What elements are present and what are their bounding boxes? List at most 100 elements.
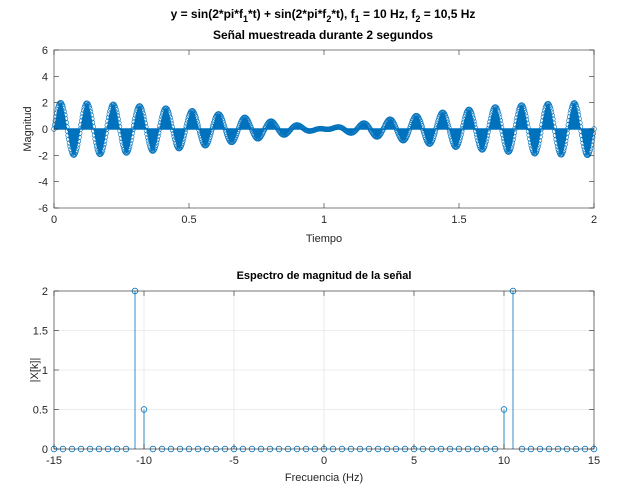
signal-sample-marker	[469, 111, 475, 117]
signal-sample-marker	[62, 112, 68, 118]
signal-xtick-label: 0	[51, 214, 57, 226]
signal-sample-marker	[506, 148, 513, 154]
signal-xlabel: Tiempo	[306, 233, 342, 245]
signal-sample-marker	[140, 110, 146, 117]
signal-subtitle: Señal muestreada durante 2 segundos	[213, 28, 433, 42]
signal-sample-marker	[118, 131, 124, 138]
signal-sample-marker	[511, 129, 518, 136]
signal-sample-marker	[577, 120, 583, 126]
signal-ytick-label: 6	[42, 45, 48, 57]
signal-sample-marker	[576, 116, 582, 122]
spectrum-ytick-label: 1	[42, 365, 48, 377]
signal-sample-marker	[484, 132, 491, 139]
signal-title: y = sin(2*pi*f1*t) + sin(2*pi*f2*t), f1 …	[171, 7, 476, 24]
signal-sample-marker	[539, 122, 545, 128]
signal-sample-marker	[168, 121, 175, 127]
signal-sample-marker	[444, 117, 450, 123]
signal-sample-marker	[79, 114, 86, 120]
signal-sample-marker	[101, 138, 108, 144]
signal-sample-marker	[120, 144, 127, 151]
signal-sample-marker	[534, 146, 540, 153]
signal-sample-marker	[145, 134, 151, 141]
signal-sample-marker	[475, 137, 481, 143]
signal-sample-marker	[565, 122, 572, 128]
signal-sample-marker	[472, 125, 478, 131]
signal-sample-marker	[421, 132, 428, 138]
signal-sample-marker	[158, 116, 165, 123]
signal-sample-marker	[113, 107, 119, 113]
signal-sample-marker	[498, 124, 505, 131]
signal-sample-marker	[257, 135, 263, 141]
signal-sample-marker	[474, 134, 480, 141]
signal-sample-marker	[58, 100, 65, 106]
signal-sample-marker	[445, 122, 451, 128]
signal-sample-marker	[458, 131, 464, 138]
signal-sample-marker	[487, 119, 493, 125]
signal-sample-marker	[132, 115, 138, 122]
signal-sample-marker	[155, 130, 162, 136]
signal-sample-marker	[194, 119, 200, 125]
signal-sample-marker	[537, 134, 543, 140]
signal-sample-marker	[137, 103, 143, 109]
signal-sample-marker	[546, 101, 552, 107]
signal-sample-marker	[118, 135, 125, 142]
signal-title-part: *t) + sin(2*pi*f	[248, 7, 327, 21]
signal-sample-marker	[554, 140, 560, 146]
signal-sample-marker	[488, 112, 495, 119]
signal-sample-marker	[52, 117, 59, 124]
signal-sample-marker	[128, 137, 134, 143]
signal-sample-marker	[184, 117, 191, 124]
signal-sample-marker	[488, 115, 494, 122]
signal-sample-marker	[75, 138, 82, 144]
signal-sample-marker	[428, 140, 435, 146]
signal-sample-marker	[414, 113, 420, 119]
spectrum-xtick-label: -5	[229, 455, 239, 467]
spectrum-ylabel: |X[k]|	[29, 358, 41, 383]
signal-sample-marker	[87, 106, 93, 112]
signal-sample-marker	[550, 120, 557, 126]
signal-sample-marker	[573, 103, 580, 110]
signal-sample-marker	[61, 108, 67, 115]
spectrum-stem	[140, 406, 148, 449]
signal-sample-marker	[590, 130, 597, 136]
signal-sample-marker	[529, 145, 535, 151]
spectrum-ytick-label: 0.5	[33, 405, 48, 417]
signal-sample-marker	[114, 112, 121, 119]
signal-title-part: 2	[415, 14, 420, 24]
signal-sample-marker	[182, 129, 188, 136]
signal-sample-marker	[489, 110, 495, 116]
signal-sample-marker	[539, 118, 546, 124]
signal-sample-marker	[142, 120, 148, 126]
signal-title-part: 1	[355, 14, 360, 24]
signal-sample-marker	[105, 118, 111, 124]
signal-sample-marker	[486, 122, 493, 128]
spectrum-stem-marker	[140, 406, 148, 413]
signal-sample-marker	[524, 120, 530, 127]
signal-sample-marker	[537, 130, 544, 136]
signal-sample-marker	[187, 109, 194, 116]
signal-sample-marker	[211, 119, 217, 125]
signal-sample-marker	[572, 100, 578, 107]
signal-sample-marker	[575, 112, 582, 118]
signal-sample-marker	[560, 147, 567, 153]
signal-sample-marker	[574, 106, 580, 112]
signal-sample-marker	[567, 110, 574, 116]
signal-sample-marker	[188, 108, 194, 115]
signal-sample-marker	[102, 134, 109, 140]
signal-sample-marker	[588, 142, 594, 148]
signal-sample-marker	[483, 135, 490, 142]
signal-sample-marker	[464, 108, 470, 114]
signal-sample-marker	[402, 136, 409, 142]
signal-sample-marker	[521, 107, 528, 114]
signal-sample-marker	[66, 140, 73, 146]
signal-sample-marker	[498, 121, 504, 127]
signal-sample-marker	[78, 122, 84, 128]
signal-sample-marker	[587, 147, 593, 154]
signal-sample-marker	[390, 119, 397, 126]
spectrum-stem-marker	[500, 406, 508, 413]
signal-sample-marker	[74, 142, 81, 148]
signal-sample-marker	[562, 138, 569, 144]
signal-sample-marker	[94, 145, 100, 152]
